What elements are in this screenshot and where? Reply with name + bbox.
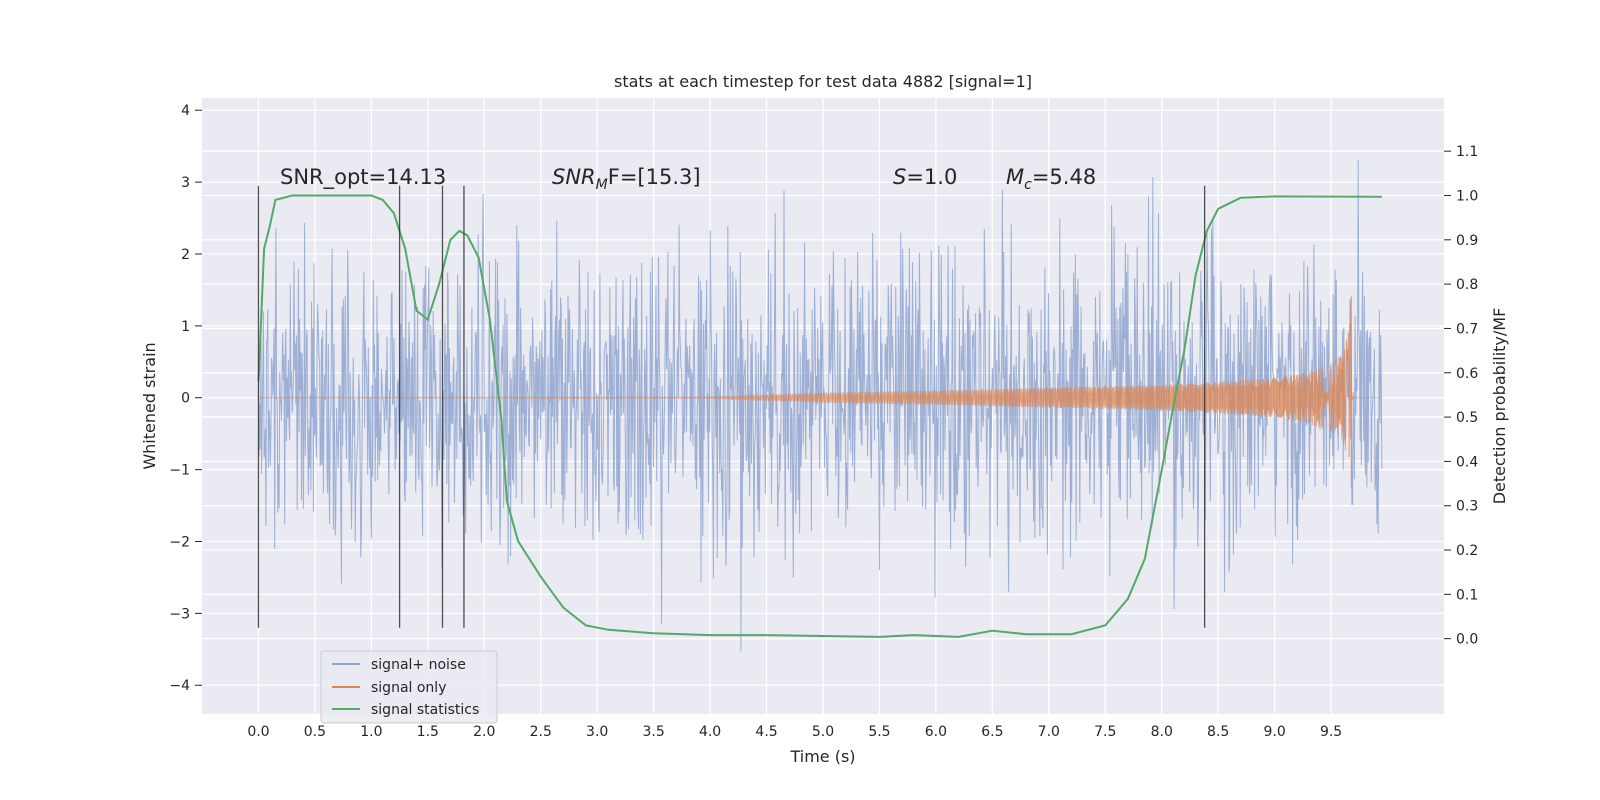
- x-tick-label: 7.0: [1038, 724, 1060, 740]
- x-axis-label: Time (s): [789, 747, 855, 766]
- y-tick-label: −3: [169, 606, 190, 622]
- annotations: SNR_opt=14.13 SNRMF=[15.3] S=1.0 Mc=5.48: [280, 165, 1096, 193]
- x-tick-label: 8.0: [1151, 724, 1173, 740]
- y2-tick-label: 1.0: [1456, 188, 1478, 204]
- x-tick-label: 5.5: [868, 724, 890, 740]
- y2-tick-label: 0.1: [1456, 587, 1478, 603]
- y-tick-label: 4: [181, 103, 190, 119]
- annotation-mc: Mc=5.48: [1006, 165, 1096, 193]
- x-tick-label: 6.5: [981, 724, 1003, 740]
- y-tick-label: 0: [181, 391, 190, 407]
- x-tick-label: 9.5: [1320, 724, 1342, 740]
- x-tick-label: 7.5: [1094, 724, 1116, 740]
- y-tick-label: −4: [169, 678, 190, 694]
- x-tick-label: 1.0: [360, 724, 382, 740]
- legend-label-signal-statistics: signal statistics: [371, 702, 479, 718]
- y2-tick-label: 0.9: [1456, 233, 1478, 249]
- x-tick-label: 5.0: [812, 724, 834, 740]
- legend-label-signal-noise: signal+ noise: [371, 657, 466, 673]
- y2-tick-label: 0.5: [1456, 410, 1478, 426]
- annotation-snr-mf: SNRMF=[15.3]: [552, 165, 701, 193]
- annotation-snr-opt: SNR_opt=14.13: [280, 165, 446, 190]
- legend-label-signal-only: signal only: [371, 680, 446, 696]
- x-tick-label: 1.5: [417, 724, 439, 740]
- legend: signal+ noise signal only signal statist…: [320, 650, 498, 724]
- chart-title: stats at each timestep for test data 488…: [614, 72, 1032, 91]
- legend-box: [320, 650, 498, 724]
- x-tick-label: 2.0: [473, 724, 495, 740]
- y-tick-label: −1: [169, 463, 190, 479]
- y2-tick-label: 0.3: [1456, 499, 1478, 515]
- x-tick-label: 9.0: [1264, 724, 1286, 740]
- y2-tick-label: 0.2: [1456, 543, 1478, 559]
- annotation-s: S=1.0: [893, 165, 957, 189]
- y2-axis-label: Detection probability/MF: [1490, 308, 1509, 505]
- x-tick-label: 8.5: [1207, 724, 1229, 740]
- axes: 0.0 0.5 1.0 1.5 2.0 2.5 3.0 3.5 4.0 4.5 5.0 5.5 6.0 6…: [169, 103, 1478, 740]
- y2-tick-label: 0.8: [1456, 277, 1478, 293]
- y2-tick-label: 1.1: [1456, 144, 1478, 160]
- x-tick-label: 3.5: [643, 724, 665, 740]
- y2-tick-label: 0.7: [1456, 321, 1478, 337]
- y-axis-label: Whitened strain: [140, 342, 159, 469]
- y-tick-label: −2: [169, 534, 190, 550]
- x-tick-label: 3.0: [586, 724, 608, 740]
- x-tick-label: 4.5: [755, 724, 777, 740]
- y2-tick-label: 0.0: [1456, 632, 1478, 648]
- x-tick-label: 0.5: [304, 724, 326, 740]
- vertical-markers: [257, 185, 1206, 628]
- x-tick-label: 0.0: [247, 724, 269, 740]
- x-tick-label: 4.0: [699, 724, 721, 740]
- y-tick-label: 2: [181, 247, 190, 263]
- y-tick-label: 1: [181, 319, 190, 335]
- series-signal-noise: [258, 159, 1383, 652]
- y2-tick-label: 0.6: [1456, 366, 1478, 382]
- x-tick-label: 6.0: [925, 724, 947, 740]
- x-tick-label: 2.5: [530, 724, 552, 740]
- series-signal-only: [258, 295, 1382, 488]
- y-tick-label: 3: [181, 175, 190, 191]
- y2-tick-label: 0.4: [1456, 454, 1478, 470]
